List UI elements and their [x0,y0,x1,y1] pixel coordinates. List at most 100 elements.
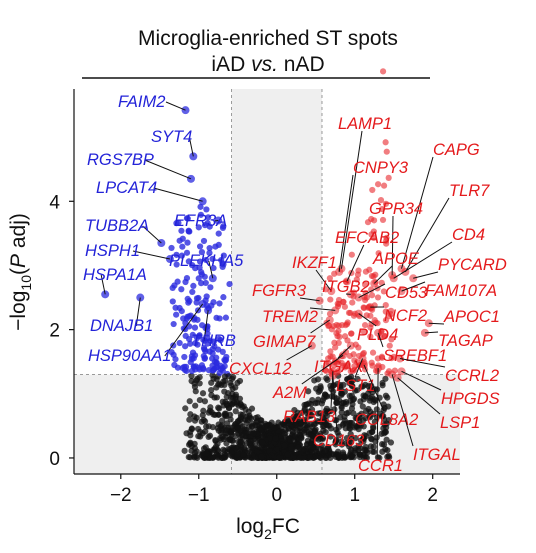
data-point [333,360,340,367]
data-point [222,314,230,321]
data-point [370,234,377,241]
data-point [187,428,194,435]
gene-label-lst1: LST1 [336,377,375,395]
data-point [186,335,193,343]
data-point [234,425,242,432]
data-point [207,284,214,291]
data-point [354,375,361,383]
data-point [365,405,372,413]
data-point [223,413,230,420]
y-tick-label: 4 [49,192,60,213]
data-point [219,348,226,355]
data-point [338,441,345,448]
data-point [366,266,373,273]
label-leader-line [404,197,450,273]
data-point [223,420,231,427]
data-point [189,331,196,339]
data-point [359,403,366,410]
data-point [337,414,344,421]
data-point [272,435,279,442]
data-point [360,304,367,311]
data-point [194,425,202,433]
gene-label-cd163: CD163 [313,432,365,450]
label-leader-line [301,354,344,385]
gene-label-rgs7bp: RGS7BP [87,151,154,169]
data-point [223,400,230,408]
data-point [353,276,360,283]
data-point [185,299,192,306]
data-point [327,433,334,440]
label-leader-line [358,313,377,327]
data-point [327,454,334,461]
data-point [202,444,209,451]
data-point [188,353,195,360]
data-point [322,454,329,461]
data-point [319,435,326,443]
data-point [382,200,390,207]
gene-label-tlr7: TLR7 [449,182,490,200]
gene-label-lpcat4: LPCAT4 [96,179,157,197]
data-point [387,311,394,318]
label-leader-line [299,297,320,302]
data-point [341,303,348,310]
data-point [202,256,210,264]
data-point [381,333,388,340]
data-point [367,324,374,331]
data-point [357,398,364,405]
data-point [189,288,196,296]
data-point [215,381,222,388]
data-point [332,344,339,351]
data-point [322,447,329,454]
data-point [194,454,201,461]
data-point [204,220,211,227]
label-leader-line [401,370,442,391]
data-point [215,448,222,455]
data-point [200,237,208,245]
data-point [215,404,222,411]
data-point [292,421,299,428]
data-point [181,366,189,374]
data-point [178,227,185,234]
data-point [221,381,228,389]
data-point [332,437,340,445]
data-point [219,367,226,374]
gene-label-lsp1: LSP1 [440,414,480,432]
data-point [369,349,377,356]
data-point [204,340,211,347]
data-point [247,415,254,422]
label-leader-line [188,136,194,157]
data-point [242,429,249,437]
gene-label-faim2: FAIM2 [118,93,165,111]
data-point [364,219,372,226]
data-point [377,197,385,204]
data-point [209,355,216,362]
data-point [197,203,204,210]
data-point [370,228,377,235]
data-point [202,279,209,287]
data-point [199,430,206,437]
data-point [238,416,245,423]
data-point [339,362,346,369]
data-point [212,443,220,450]
gene-label-hsp90aa1: HSP90AA1 [88,347,171,365]
data-point [325,322,332,329]
data-point [209,346,216,353]
data-point [226,280,233,288]
data-point [368,286,375,293]
data-point [335,432,343,439]
y-axis: 0 2 4 [49,89,75,474]
data-point [388,336,395,343]
gene-label-capg: CAPG [433,141,480,159]
data-point [209,255,216,263]
data-point [347,430,354,438]
data-point [284,416,291,423]
data-point [191,324,199,331]
y-tick-label: 2 [49,321,60,342]
data-point [223,393,230,401]
data-point [368,359,375,366]
data-point [171,282,178,289]
data-point [374,181,382,188]
label-leader-line [338,174,354,272]
data-point [360,328,367,335]
data-point [352,422,359,430]
